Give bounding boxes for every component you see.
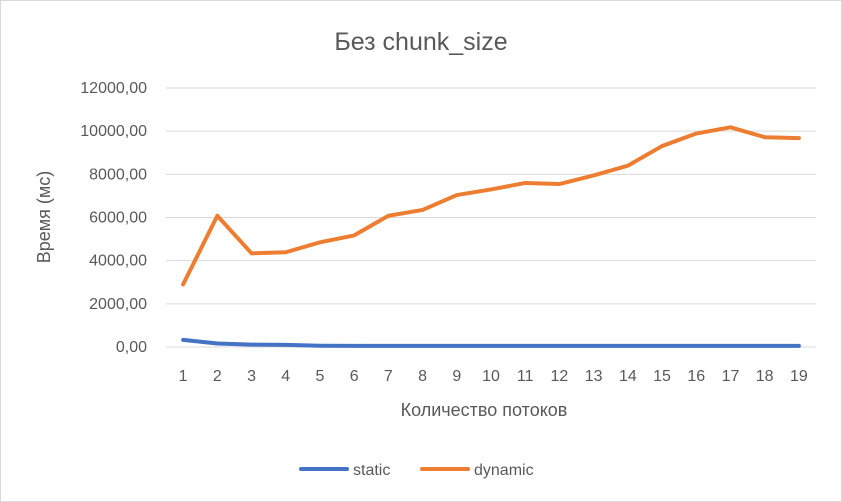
x-tick-label: 14 (619, 368, 637, 385)
x-tick-label: 17 (722, 368, 740, 385)
x-tick-label: 18 (756, 368, 774, 385)
x-tick-label: 10 (482, 368, 500, 385)
x-tick-label: 11 (517, 368, 534, 385)
y-tick-label: 10000,00 (80, 123, 147, 140)
x-tick-label: 2 (213, 368, 222, 385)
series-lines (181, 125, 801, 348)
y-tick-label: 0,00 (116, 339, 147, 356)
y-axis-ticks: 0,00 2000,00 4000,00 6000,00 8000,00 10000,00… (80, 80, 147, 356)
x-tick-label: 8 (418, 368, 427, 385)
y-tick-label: 4000,00 (89, 253, 147, 270)
x-axis-ticks: 1 2 3 4 5 6 7 8 9 10 11 12 13 14 15 16 17 18 19 (179, 368, 808, 385)
series-line-static (181, 337, 801, 348)
x-axis-title: Количество потоков (401, 400, 568, 420)
x-tick-label: 19 (790, 368, 808, 385)
x-tick-label: 6 (350, 368, 359, 385)
x-tick-label: 15 (653, 368, 671, 385)
legend-label-dynamic: dynamic (474, 462, 534, 479)
x-tick-label: 5 (315, 368, 324, 385)
x-tick-label: 7 (384, 368, 393, 385)
y-tick-label: 12000,00 (80, 80, 147, 97)
y-tick-label: 6000,00 (89, 210, 147, 227)
x-tick-label: 4 (281, 368, 290, 385)
x-tick-label: 3 (247, 368, 256, 385)
x-tick-label: 16 (687, 368, 705, 385)
legend: static dynamic (299, 462, 534, 479)
x-tick-label: 1 (179, 368, 188, 385)
gridlines (166, 87, 816, 348)
y-tick-label: 8000,00 (89, 166, 147, 183)
x-tick-label: 9 (452, 368, 461, 385)
x-tick-label: 13 (585, 368, 603, 385)
y-axis-title: Время (мс) (34, 171, 54, 264)
series-line-dynamic (181, 125, 801, 287)
x-tick-label: 12 (551, 368, 569, 385)
y-tick-label: 2000,00 (89, 296, 147, 313)
legend-label-static: static (353, 462, 390, 479)
chart-title: Без chunk_size (334, 28, 507, 56)
